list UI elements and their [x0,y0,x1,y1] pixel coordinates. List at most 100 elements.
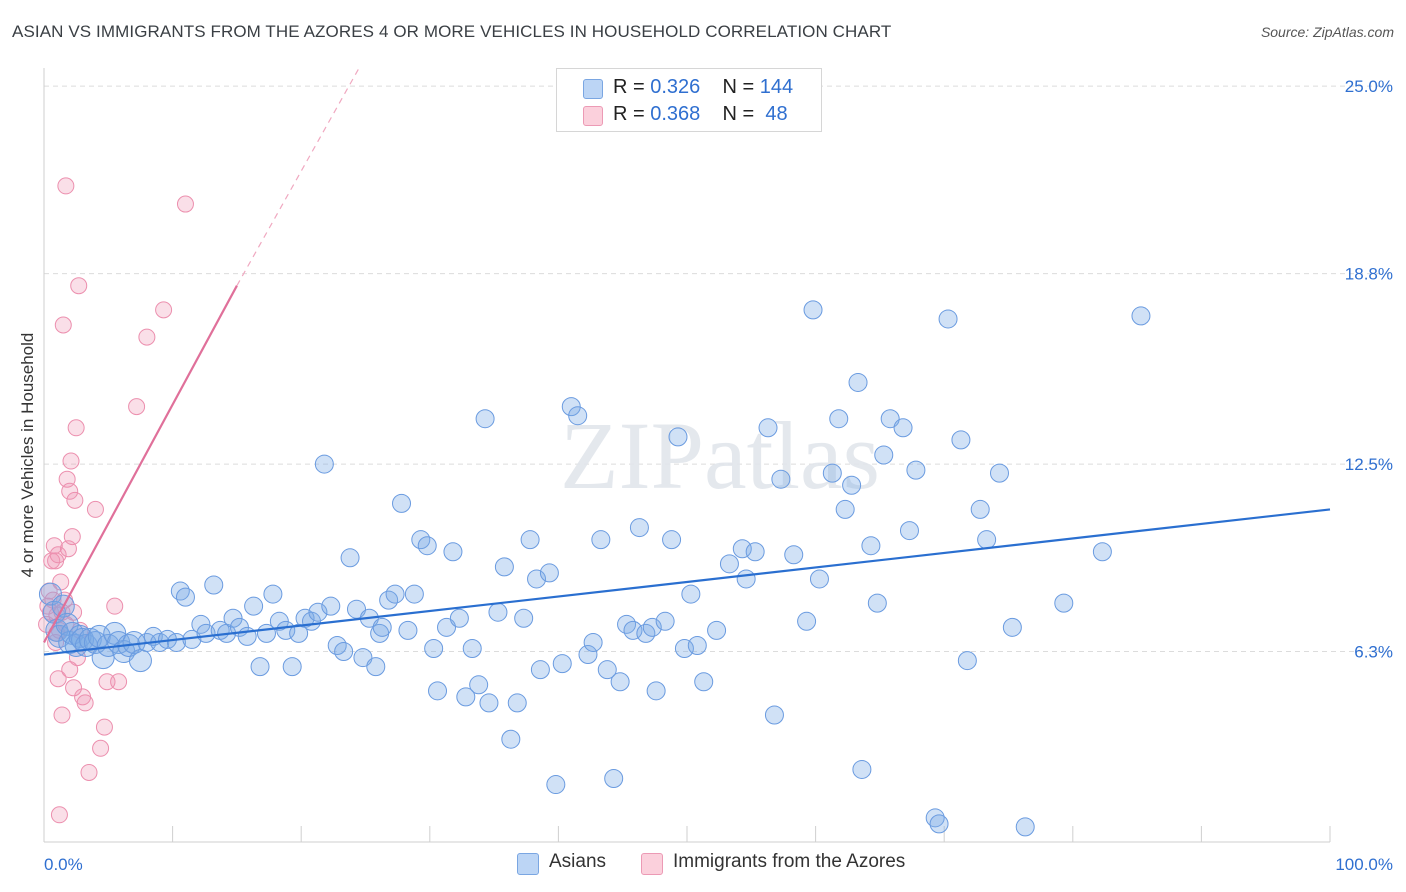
azores-point [57,177,75,195]
azores-point [95,718,113,736]
y-tick-label: 25.0% [1345,77,1393,96]
legend-swatch-azores [583,106,603,126]
asians-point [340,548,360,568]
asians-point [469,675,489,695]
asians-point [662,530,682,550]
asians-point [642,617,662,637]
azores-point [50,806,68,824]
azores-point [53,706,71,724]
asians-point [308,602,328,622]
asians-point [398,620,418,640]
asians-point [842,475,862,495]
r-value: 0.368 [650,103,701,125]
asians-point [424,639,444,658]
asians-point [989,463,1009,483]
asians-point [809,569,829,589]
asians-point [829,409,849,429]
asians-point [334,642,354,662]
asians-point [861,536,881,556]
y-tick-label: 12.5% [1345,455,1393,474]
asians-point [970,499,990,519]
azores-point [66,491,84,509]
asians-point [449,608,469,628]
tick-labels: 6.3% 12.5% 18.8% 25.0% 0.0% 100.0% [44,77,1393,874]
asians-point [501,729,521,749]
azores-point [54,316,72,334]
asians-point [507,693,527,713]
asians-point [629,518,649,538]
asians-point [736,569,756,589]
azores-point [128,398,146,416]
asians-point [906,460,926,480]
azores-point [98,673,116,691]
legend-swatch-azores [641,853,663,875]
asians-point [893,418,913,438]
asians-point [321,596,341,616]
asians-point [977,530,997,550]
azores-point [106,597,124,615]
asians-point [170,581,190,601]
asians-point [175,587,195,607]
asians-point [552,654,572,674]
r-value: 0.326 [650,76,701,98]
asians-point [479,693,499,713]
asians-point [848,372,868,392]
asians-point [867,593,887,613]
asians-point [925,808,945,828]
asians-point [1015,817,1035,837]
asians-point [797,611,817,631]
asians-point [899,521,919,541]
asians-point [385,584,405,604]
x-tick-label: 0.0% [44,855,83,874]
asians-point [764,705,784,725]
asians-point [803,300,823,320]
azores-point [86,500,104,518]
asians-point [456,687,476,707]
legend-swatch-asians [583,79,603,99]
asians-point [758,418,778,438]
azores-point [63,528,81,546]
asians-points [38,300,1151,837]
source-label: Source: ZipAtlas.com [1260,24,1394,40]
asians-point [191,614,211,634]
asians-point [951,430,971,450]
asians-point [366,657,386,677]
asians-point [646,681,666,701]
asians-point [568,406,588,426]
azores-point [80,763,98,781]
asians-point [784,545,804,565]
azores-point [70,277,88,295]
azores-points [38,177,194,824]
correlation-legend: R = 0.326 N = 144 R = 0.368 N = 48 [556,68,822,132]
chart-title: ASIAN VS IMMIGRANTS FROM THE AZORES 4 OR… [12,22,892,41]
r-label: R = [613,103,651,125]
asians-point [282,657,302,677]
asians-point [314,454,334,474]
azores-trend-line [43,285,238,643]
n-label: N = [722,103,760,125]
n-value: 144 [759,76,794,98]
asians-point [196,623,216,643]
watermark: ZIPatlas [560,402,880,509]
asians-point [437,617,457,637]
asians-point [204,575,224,595]
asians-point [527,569,547,589]
asians-point [494,557,514,577]
asians-point [874,445,894,465]
axes [43,68,1331,843]
asians-point [520,530,540,550]
asians-point [1002,617,1022,637]
asians-point [732,539,752,559]
asians-point [707,620,727,640]
asians-point [244,596,264,616]
azores-point [49,546,67,564]
asians-point [578,645,598,665]
azores-point [155,301,173,319]
asians-point [514,608,534,628]
asians-point [392,493,412,513]
azores-point [176,195,194,213]
y-tick-label: 18.8% [1345,265,1393,284]
legend-swatch-asians [517,853,539,875]
n-value: 48 [759,103,788,125]
